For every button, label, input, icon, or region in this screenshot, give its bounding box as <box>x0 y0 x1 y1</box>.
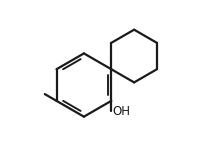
Text: OH: OH <box>112 105 130 118</box>
